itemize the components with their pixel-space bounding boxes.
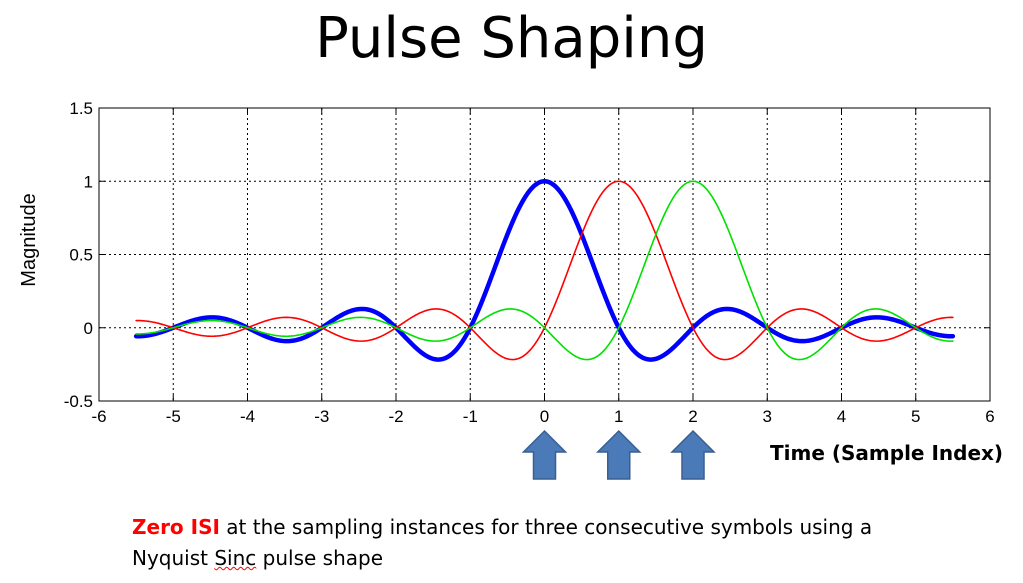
x-tick-label: -1 bbox=[463, 407, 478, 426]
caption-text-2b: pulse shape bbox=[256, 546, 383, 570]
x-tick-label: 2 bbox=[688, 407, 697, 426]
sampling-arrows bbox=[521, 429, 716, 480]
x-tick-label: 0 bbox=[540, 407, 549, 426]
axis-ticks: -6 -5 -4 -3 -2 -1 0 1 2 3 4 5 6 -0.5 0 0.5 1 1.5 bbox=[64, 99, 995, 426]
y-axis-label: Magnitude bbox=[18, 193, 40, 286]
y-tick-label: -0.5 bbox=[64, 392, 93, 411]
y-tick-label: 0.5 bbox=[69, 246, 93, 265]
x-tick-label: -5 bbox=[166, 407, 181, 426]
slide-title: Pulse Shaping bbox=[315, 6, 708, 71]
up-arrow-icon bbox=[670, 429, 716, 480]
y-tick-label: 0 bbox=[84, 319, 93, 338]
y-tick-label: 1 bbox=[84, 172, 93, 191]
caption-sinc: Sinc bbox=[214, 546, 257, 570]
x-tick-label: 6 bbox=[985, 407, 994, 426]
x-tick-label: 1 bbox=[614, 407, 623, 426]
x-axis-label: Time (Sample Index) bbox=[770, 441, 1004, 465]
series-line-center-0 bbox=[133, 179, 956, 362]
series-line-center-2 bbox=[135, 180, 954, 361]
x-tick-label: -3 bbox=[314, 407, 329, 426]
caption: Zero ISI at the sampling instances for t… bbox=[132, 512, 992, 574]
x-tick-label: -2 bbox=[388, 407, 403, 426]
x-tick-label: 3 bbox=[763, 407, 772, 426]
up-arrow-icon bbox=[521, 429, 568, 480]
x-tick-label: -6 bbox=[91, 407, 106, 426]
up-arrow-icon bbox=[595, 429, 642, 480]
caption-highlight: Zero ISI bbox=[132, 515, 220, 539]
series-lines bbox=[133, 179, 956, 362]
x-tick-label: 5 bbox=[911, 407, 920, 426]
caption-text-1: at the sampling instances for three cons… bbox=[219, 515, 873, 539]
x-tick-label: -4 bbox=[240, 407, 255, 426]
x-tick-label: 4 bbox=[837, 407, 846, 426]
grid bbox=[99, 108, 990, 401]
y-tick-label: 1.5 bbox=[69, 99, 93, 118]
caption-text-2a: Nyquist bbox=[132, 546, 215, 570]
